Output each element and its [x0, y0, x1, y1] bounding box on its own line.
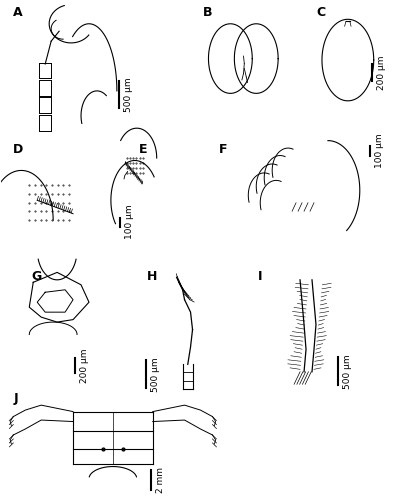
Text: 2 mm: 2 mm	[156, 466, 165, 492]
Text: J: J	[13, 392, 18, 404]
Text: 100 µm: 100 µm	[125, 205, 134, 240]
Text: 500 µm: 500 µm	[124, 77, 133, 112]
Text: I: I	[258, 270, 263, 283]
Text: D: D	[13, 143, 24, 156]
Text: B: B	[203, 6, 212, 20]
Text: H: H	[147, 270, 157, 283]
Text: 200 µm: 200 µm	[80, 348, 89, 383]
Text: E: E	[139, 143, 147, 156]
Text: A: A	[13, 6, 23, 20]
Text: F: F	[219, 143, 227, 156]
Text: 100 µm: 100 µm	[375, 133, 384, 168]
Text: 500 µm: 500 µm	[151, 357, 160, 392]
Text: C: C	[316, 6, 325, 20]
Text: 500 µm: 500 µm	[344, 354, 352, 388]
Text: 200 µm: 200 µm	[377, 55, 386, 90]
Text: G: G	[31, 270, 42, 283]
